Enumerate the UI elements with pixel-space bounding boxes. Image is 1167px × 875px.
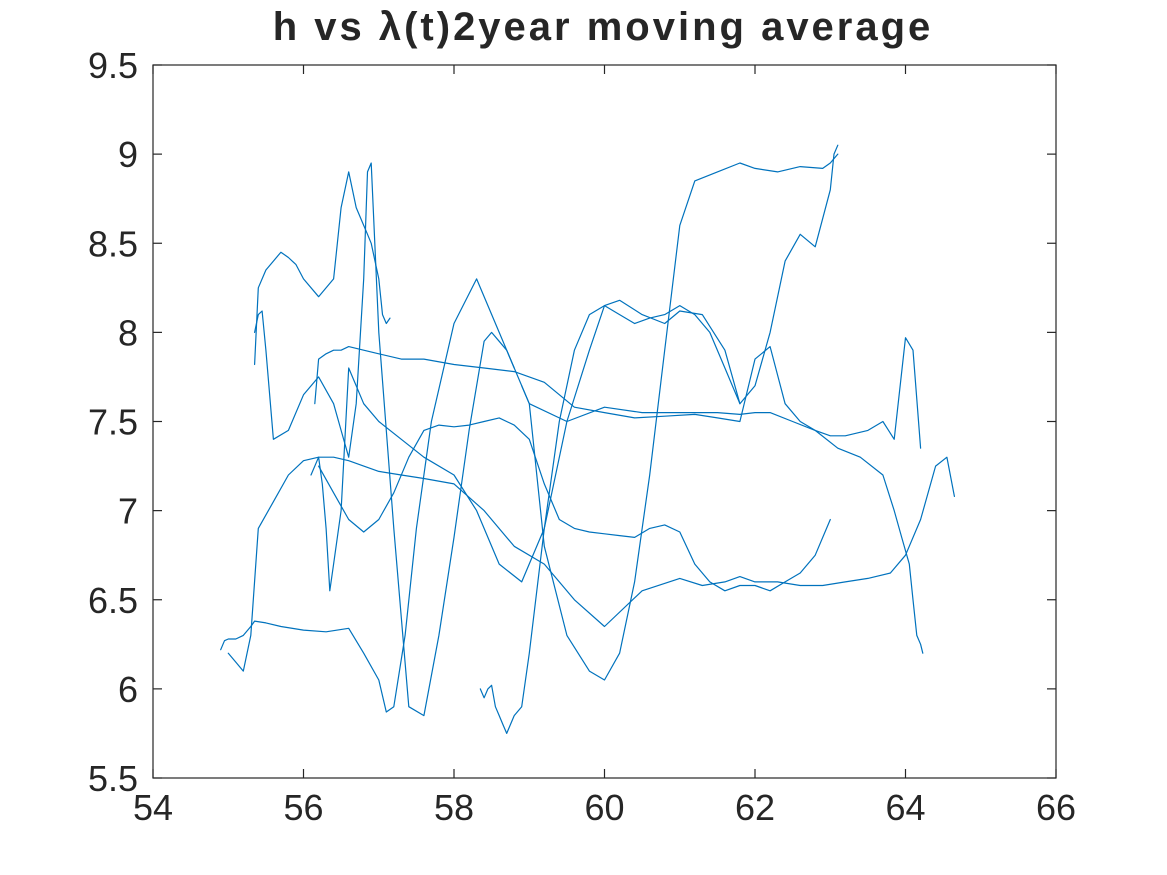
y-tick-label: 9 — [118, 134, 138, 175]
x-tick-label: 56 — [283, 787, 323, 828]
chart-title: h vs λ(t)2year moving average — [273, 5, 934, 49]
y-tick-label: 6.5 — [88, 580, 138, 621]
series-line-9 — [521, 153, 839, 681]
series-line-2 — [227, 456, 955, 672]
x-tick-label: 54 — [133, 787, 173, 828]
series-line-5 — [314, 337, 922, 449]
y-tick-label: 7 — [118, 491, 138, 532]
y-tick-label: 6 — [118, 669, 138, 710]
data-series-group — [220, 144, 955, 734]
x-tick-label: 58 — [434, 787, 474, 828]
series-line-7 — [318, 417, 831, 592]
series-line-3 — [254, 171, 391, 366]
plot-area-frame — [152, 64, 1057, 779]
x-tick-label: 60 — [584, 787, 624, 828]
y-tick-label: 5.5 — [88, 758, 138, 799]
x-tick-label: 62 — [735, 787, 775, 828]
x-tick-label: 66 — [1036, 787, 1076, 828]
y-tick-label: 8.5 — [88, 223, 138, 264]
series-line-4 — [254, 162, 515, 717]
series-line-1 — [220, 278, 924, 713]
x-tick-label: 64 — [885, 787, 925, 828]
series-line-6 — [310, 299, 741, 592]
series-line-8 — [479, 144, 839, 734]
y-tick-label: 7.5 — [88, 402, 138, 443]
axis-ticks: 54 56 58 60 62 64 66 5.5 6 6.5 7 7.5 8 8.5 9 9.5 — [88, 45, 1076, 828]
y-tick-label: 9.5 — [88, 45, 138, 86]
y-tick-label: 8 — [118, 312, 138, 353]
